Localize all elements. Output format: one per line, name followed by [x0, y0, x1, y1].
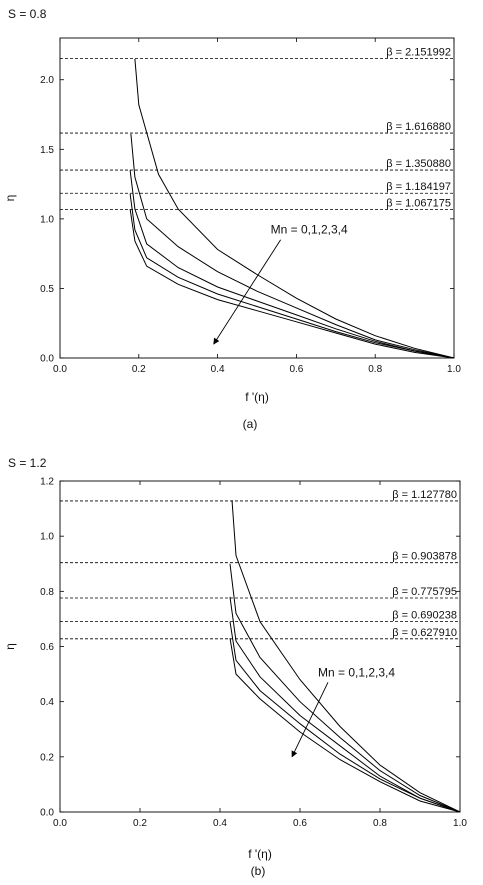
x-tick-label: 0.2 — [132, 364, 146, 375]
plot-frame — [59, 480, 461, 813]
subfigure-label: (a) — [243, 417, 258, 431]
mn-increase-arrow — [291, 682, 329, 758]
beta-label: β = 2.151992 — [386, 47, 451, 59]
plot-frame — [59, 37, 455, 359]
x-tick-label: 0.4 — [213, 818, 227, 829]
beta-label: β = 1.350880 — [386, 158, 451, 170]
y-axis-label: η — [3, 195, 17, 202]
y-tick-label: 0.0 — [40, 354, 54, 365]
velocity-curve-mn-3 — [129, 193, 455, 359]
y-tick-label: 0.8 — [40, 587, 54, 598]
velocity-curve-mn-2 — [129, 170, 455, 359]
mn-increase-arrow — [213, 239, 282, 345]
y-tick-label: 1.2 — [40, 477, 54, 488]
x-axis-label: f '(η) — [245, 390, 269, 404]
x-tick-label: 0.6 — [289, 364, 303, 375]
x-axis-label: f '(η) — [248, 847, 272, 861]
x-tick-label: 1.0 — [447, 364, 461, 375]
velocity-curve-mn-0 — [231, 500, 461, 813]
panel-a: S = 0.8 (a) β = 2.151992 β = 1.616880 β = … — [3, 7, 461, 431]
beta-label: β = 0.627910 — [392, 627, 457, 639]
x-tick-label: 1.0 — [453, 818, 467, 829]
y-tick-label: 1.0 — [40, 214, 54, 225]
y-axis-label: η — [3, 643, 17, 650]
beta-label: β = 0.903878 — [392, 551, 457, 563]
x-tick-label: 0.4 — [211, 364, 225, 375]
x-tick-label: 0.2 — [133, 818, 147, 829]
velocity-curve-mn-4 — [129, 209, 455, 359]
x-tick-label: 0.0 — [53, 818, 67, 829]
y-tick-label: 0.6 — [40, 642, 54, 653]
velocity-curve-mn-1 — [130, 133, 455, 359]
x-tick-label: 0.6 — [293, 818, 307, 829]
y-tick-label: 0.0 — [40, 808, 54, 819]
y-tick-label: 1.0 — [40, 532, 54, 543]
subfigure-label: (b) — [251, 864, 266, 878]
beta-label: β = 1.616880 — [386, 121, 451, 133]
beta-label: β = 1.184197 — [386, 181, 451, 193]
x-tick-label: 0.0 — [53, 364, 67, 375]
velocity-curve-mn-1 — [229, 563, 461, 813]
velocity-curve-mn-4 — [229, 638, 461, 813]
velocity-curve-mn-0 — [134, 58, 455, 359]
beta-label: β = 1.127780 — [392, 489, 457, 501]
y-tick-label: 1.5 — [40, 145, 54, 156]
beta-label: β = 0.690238 — [392, 610, 457, 622]
mn-annotation: Mn = 0,1,2,3,4 — [271, 223, 348, 237]
x-tick-label: 0.8 — [368, 364, 382, 375]
y-tick-label: 2.0 — [40, 75, 54, 86]
beta-label: β = 0.775795 — [392, 586, 457, 598]
beta-label: β = 1.067175 — [386, 198, 451, 210]
mn-annotation: Mn = 0,1,2,3,4 — [318, 665, 395, 679]
x-tick-label: 0.8 — [373, 818, 387, 829]
param-label: S = 0.8 — [8, 7, 47, 21]
param-label: S = 1.2 — [8, 456, 47, 470]
y-tick-label: 0.2 — [40, 752, 54, 763]
y-tick-label: 0.5 — [40, 284, 54, 295]
velocity-curve-mn-3 — [229, 621, 461, 813]
panel-b: S = 1.2 (b) β = 1.127780 β = 0.903878 β = … — [3, 456, 467, 878]
y-tick-label: 0.4 — [40, 697, 54, 708]
